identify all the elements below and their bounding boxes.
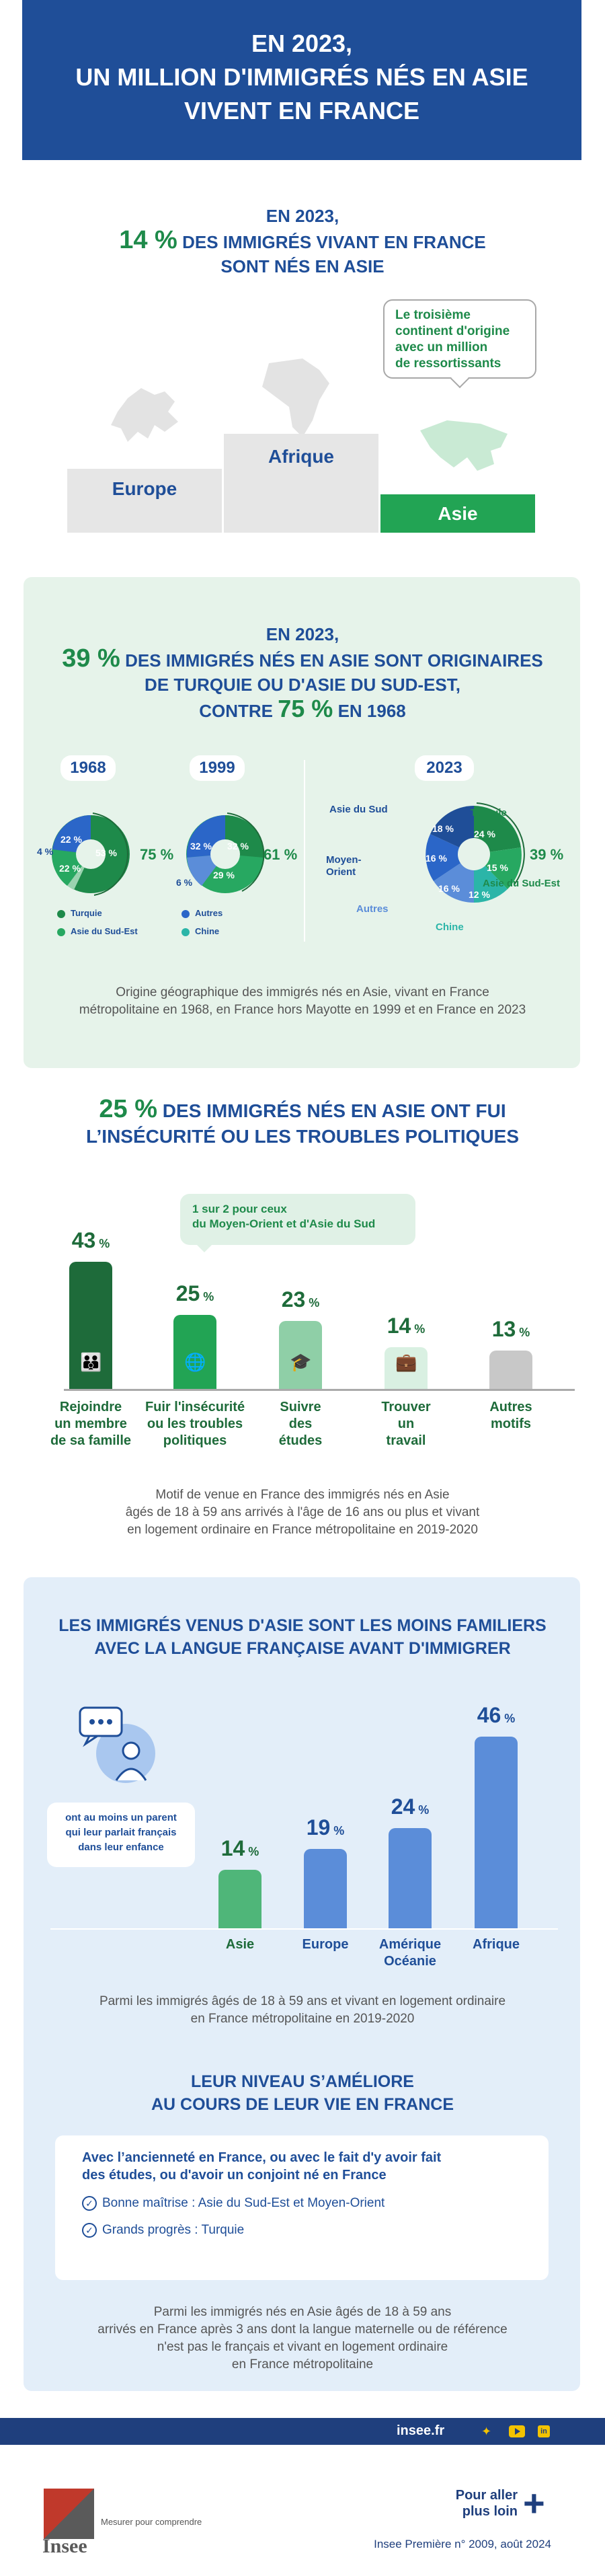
- s2-note: Origine géographique des immigrés nés en…: [79, 985, 526, 1017]
- podium-asie: Asie: [380, 494, 535, 533]
- s4-note: Parmi les immigrés âgés de 18 à 59 ans e…: [99, 1994, 506, 2026]
- s3-category-label: Rejoindre un membre de sa famille: [50, 1400, 132, 1448]
- s3-bar: [69, 1261, 112, 1389]
- check-icon: ✓: [82, 2223, 97, 2238]
- check-icon: ✓: [82, 2196, 97, 2211]
- s3-bar-value: 25 %: [175, 1281, 214, 1305]
- s4-subtitle: LEUR NIVEAU S’AMÉLIORE AU COURS DE LEUR …: [151, 2072, 454, 2114]
- s2-title: EN 2023, 39 % DES IMMIGRÉS NÉS EN ASIE S…: [62, 624, 543, 722]
- s4-bar-value: 14 %: [220, 1836, 259, 1861]
- briefcase-icon: 💼: [395, 1352, 417, 1372]
- s1-title: EN 2023, 14 % DES IMMIGRÉS VIVANT EN FRA…: [119, 206, 486, 276]
- family-icon: 👪: [80, 1352, 102, 1372]
- s4-category-label: Afrique: [473, 1937, 520, 1952]
- s4-item-1: ✓ Bonne maîtrise : Asie du Sud-Est et Moy…: [82, 2195, 522, 2212]
- s3-bar-value: 23 %: [281, 1287, 320, 1312]
- s3-bar-value: 14 %: [387, 1314, 426, 1338]
- year-2023: 2023: [415, 755, 474, 781]
- s4-note-2: Parmi les immigrés nés en Asie âgés de 1…: [97, 2305, 508, 2372]
- footer-bar: insee.fr ✦ in: [0, 2418, 605, 2445]
- s3-bar: [173, 1315, 216, 1389]
- s4-category-label: Europe: [302, 1937, 349, 1952]
- insee-logo: Insee: [42, 2489, 94, 2557]
- s4-category-label: Amérique Océanie: [378, 1937, 442, 1969]
- podium-afrique: Afrique: [224, 434, 378, 533]
- s4-bar-value: 46 %: [477, 1702, 516, 1727]
- pour-aller-plus-loin[interactable]: Pour aller plus loin: [455, 2488, 518, 2519]
- s3-note: Motif de venue en France des immigrés né…: [125, 1488, 480, 1537]
- tagline: Mesurer pour comprendre: [101, 2517, 202, 2527]
- donut-1999: [186, 812, 265, 893]
- header-line-1: EN 2023,: [251, 30, 353, 57]
- s4-bar: [389, 1828, 432, 1928]
- legend-turquie: Turquie: [57, 908, 102, 918]
- europe-map-icon: [111, 388, 178, 442]
- donut-2023: [426, 802, 525, 903]
- s4-category-label: Asie: [225, 1937, 255, 1952]
- header-banner: EN 2023, UN MILLION D'IMMIGRÉS NÉS EN AS…: [22, 0, 581, 160]
- podium-europe: Europe: [67, 469, 222, 533]
- youtube-icon[interactable]: [509, 2425, 525, 2437]
- s3-bar: [489, 1350, 532, 1389]
- s3-category-label: Autres motifs: [489, 1400, 532, 1431]
- twitter-icon[interactable]: ✦: [481, 2425, 492, 2438]
- globe-fire-icon: 🌐: [184, 1352, 206, 1372]
- s1-title-pct: 14 %: [119, 226, 177, 254]
- legend-autres: Autres: [182, 908, 223, 918]
- africa-map-icon: [262, 358, 329, 437]
- s4-bar: [218, 1870, 261, 1928]
- speech-person-icon: [79, 1706, 155, 1783]
- s3-bar: [385, 1347, 428, 1389]
- s3-title: 25 % DES IMMIGRÉS NÉS EN ASIE ONT FUI L’…: [85, 1095, 520, 1147]
- linkedin-icon[interactable]: in: [538, 2425, 550, 2437]
- header-line-3: VIVENT EN FRANCE: [184, 97, 420, 124]
- plus-icon[interactable]: +: [523, 2482, 545, 2524]
- s3-bar: [279, 1320, 322, 1389]
- s3-category-label: Trouver un travail: [381, 1400, 431, 1448]
- s4-baseline: [50, 1928, 558, 1930]
- legend-chine: Chine: [182, 926, 219, 936]
- s3-baseline: [64, 1389, 575, 1391]
- s3-bar-value: 43 %: [71, 1227, 110, 1252]
- s4-bar: [475, 1736, 518, 1928]
- publication-ref: Insee Première n° 2009, août 2024: [374, 2538, 551, 2550]
- s3-bar-value: 13 %: [491, 1316, 530, 1341]
- year-1968: 1968: [61, 755, 116, 781]
- year-1999: 1999: [190, 755, 245, 781]
- s4-bar-value: 24 %: [391, 1794, 430, 1819]
- legend-sud-est: Asie du Sud-Est: [57, 926, 138, 936]
- s3-category-label: Fuir l'insécurité ou les troubles politiqu…: [145, 1400, 245, 1448]
- s4-bar: [304, 1849, 347, 1928]
- s4-bar-value: 19 %: [306, 1815, 345, 1840]
- s4-callout: ont au moins un parent qui leur parlait …: [47, 1803, 195, 1867]
- header-line-2: UN MILLION D'IMMIGRÉS NÉS EN ASIE: [75, 63, 528, 91]
- donut-1968: [52, 812, 130, 896]
- s4-box: Avec l’ancienneté en France, ou avec le …: [55, 2135, 549, 2280]
- s3-bubble: 1 sur 2 pour ceux du Moyen-Orient et d'A…: [180, 1194, 415, 1245]
- graduation-cap-icon: 🎓: [290, 1352, 312, 1372]
- s4-title: LES IMMIGRÉS VENUS D'ASIE SONT LES MOINS…: [58, 1616, 547, 1658]
- divider: [304, 760, 305, 942]
- s3-category-label: Suivre des études: [278, 1400, 323, 1448]
- site-link[interactable]: insee.fr: [397, 2423, 445, 2438]
- s4-item-2: ✓ Grands progrès : Turquie: [82, 2222, 522, 2239]
- s1-speech-bubble: Le troisième continent d'origine avec un…: [383, 299, 536, 379]
- asia-map-icon: [420, 420, 508, 471]
